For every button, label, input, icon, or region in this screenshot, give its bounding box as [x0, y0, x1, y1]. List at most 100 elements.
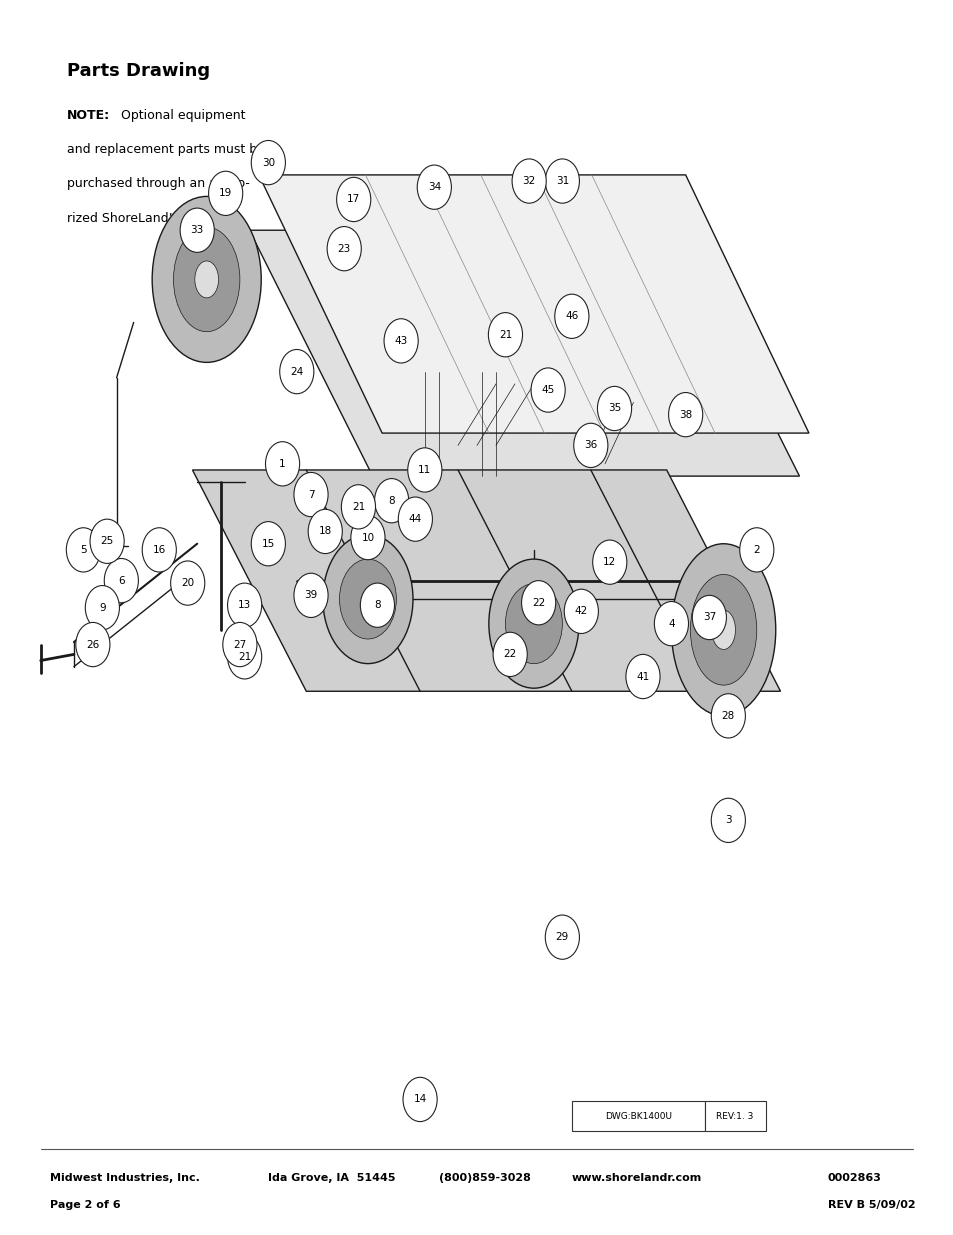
Circle shape: [521, 580, 556, 625]
Polygon shape: [249, 230, 799, 477]
Text: 19: 19: [219, 189, 232, 199]
Circle shape: [739, 527, 773, 572]
Text: 13: 13: [237, 600, 251, 610]
Circle shape: [142, 527, 176, 572]
Text: 42: 42: [574, 606, 587, 616]
Text: 0002863: 0002863: [827, 1173, 881, 1183]
Circle shape: [308, 509, 342, 553]
Text: 21: 21: [352, 501, 365, 511]
Text: 21: 21: [237, 652, 251, 662]
Circle shape: [545, 915, 578, 960]
Text: rized ShoreLand’r dealer.: rized ShoreLand’r dealer.: [68, 211, 225, 225]
Circle shape: [416, 165, 451, 209]
Ellipse shape: [339, 559, 395, 638]
Circle shape: [251, 141, 285, 185]
Text: 1: 1: [279, 459, 286, 469]
Circle shape: [692, 595, 725, 640]
Text: Page 2 of 6: Page 2 of 6: [51, 1200, 121, 1210]
Text: 17: 17: [347, 194, 360, 205]
Text: 15: 15: [261, 538, 274, 548]
Text: 18: 18: [318, 526, 332, 536]
Text: 6: 6: [118, 576, 125, 585]
Circle shape: [592, 540, 626, 584]
Text: 36: 36: [583, 441, 597, 451]
Text: Optional equipment: Optional equipment: [116, 109, 245, 121]
Circle shape: [573, 424, 607, 468]
Ellipse shape: [173, 227, 239, 332]
Text: REV:1. 3: REV:1. 3: [716, 1112, 753, 1120]
Text: 30: 30: [261, 158, 274, 168]
FancyBboxPatch shape: [704, 1100, 765, 1131]
Text: 24: 24: [290, 367, 303, 377]
Circle shape: [493, 632, 527, 677]
Text: purchased through an autho-: purchased through an autho-: [68, 178, 250, 190]
Text: 14: 14: [413, 1094, 426, 1104]
Text: 16: 16: [152, 545, 166, 555]
Text: REV B 5/09/02: REV B 5/09/02: [827, 1200, 915, 1210]
Circle shape: [67, 527, 100, 572]
Ellipse shape: [322, 535, 413, 663]
Text: 41: 41: [636, 672, 649, 682]
Circle shape: [351, 515, 385, 559]
Circle shape: [597, 387, 631, 431]
Circle shape: [90, 519, 124, 563]
Text: 44: 44: [408, 514, 421, 524]
Circle shape: [251, 521, 285, 566]
Polygon shape: [258, 175, 808, 433]
Circle shape: [512, 159, 546, 204]
Ellipse shape: [690, 574, 756, 685]
Text: Parts Drawing: Parts Drawing: [68, 62, 211, 80]
Text: 7: 7: [308, 489, 314, 499]
Circle shape: [563, 589, 598, 634]
Polygon shape: [193, 471, 780, 692]
Circle shape: [279, 350, 314, 394]
Circle shape: [171, 561, 205, 605]
Text: 38: 38: [679, 410, 692, 420]
Text: NOTE:: NOTE:: [68, 109, 111, 121]
Text: 23: 23: [337, 243, 351, 253]
Circle shape: [531, 368, 564, 412]
Text: 9: 9: [99, 603, 106, 613]
Text: Midwest Industries, Inc.: Midwest Industries, Inc.: [51, 1173, 200, 1183]
Circle shape: [402, 1077, 436, 1121]
Circle shape: [228, 635, 261, 679]
Circle shape: [397, 496, 432, 541]
Circle shape: [209, 172, 242, 215]
Text: 2: 2: [753, 545, 760, 555]
Text: 3: 3: [724, 815, 731, 825]
Circle shape: [384, 319, 417, 363]
Text: 10: 10: [361, 532, 375, 542]
Circle shape: [488, 312, 522, 357]
Circle shape: [360, 583, 395, 627]
Text: 25: 25: [100, 536, 113, 546]
Text: 22: 22: [532, 598, 545, 608]
Circle shape: [180, 207, 214, 252]
Circle shape: [654, 601, 688, 646]
Text: 32: 32: [522, 177, 536, 186]
Text: 45: 45: [541, 385, 555, 395]
Ellipse shape: [711, 610, 735, 650]
Circle shape: [327, 226, 361, 270]
Text: 20: 20: [181, 578, 194, 588]
Ellipse shape: [152, 196, 261, 362]
Text: 28: 28: [721, 711, 734, 721]
Text: 29: 29: [556, 932, 568, 942]
Circle shape: [711, 694, 744, 739]
Text: 27: 27: [233, 640, 246, 650]
Ellipse shape: [488, 559, 578, 688]
Text: 4: 4: [667, 619, 674, 629]
Circle shape: [555, 294, 588, 338]
Text: www.shorelandr.com: www.shorelandr.com: [571, 1173, 701, 1183]
Circle shape: [375, 479, 408, 522]
Text: 8: 8: [388, 495, 395, 505]
Text: 33: 33: [191, 225, 204, 235]
Text: DWG:BK1400U: DWG:BK1400U: [604, 1112, 671, 1120]
Text: 46: 46: [564, 311, 578, 321]
Circle shape: [407, 448, 441, 492]
Circle shape: [625, 655, 659, 699]
Text: 39: 39: [304, 590, 317, 600]
Text: 37: 37: [702, 613, 716, 622]
Text: Ida Grove, IA  51445: Ida Grove, IA 51445: [268, 1173, 395, 1183]
Text: (800)859-3028: (800)859-3028: [438, 1173, 531, 1183]
Circle shape: [711, 798, 744, 842]
